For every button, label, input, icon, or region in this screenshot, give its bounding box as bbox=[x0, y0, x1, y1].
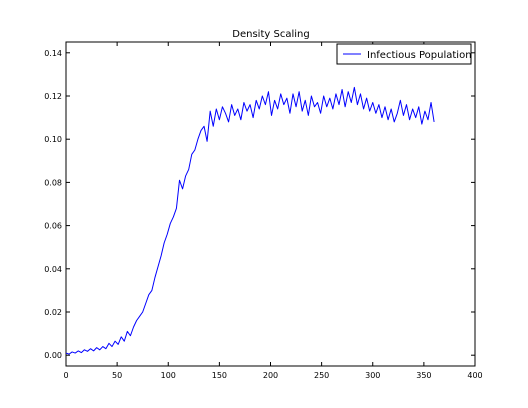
y-tick-label: 0.04 bbox=[44, 265, 62, 274]
x-tick-label: 50 bbox=[112, 371, 122, 380]
y-tick-label: 0.12 bbox=[44, 92, 62, 101]
x-tick-label: 100 bbox=[161, 371, 176, 380]
x-tick-label: 0 bbox=[63, 371, 68, 380]
x-tick-label: 250 bbox=[314, 371, 329, 380]
y-tick-label: 0.06 bbox=[44, 222, 62, 231]
y-tick-label: 0.10 bbox=[44, 135, 62, 144]
legend-entry-label: Infectious Population bbox=[367, 50, 472, 61]
y-tick-label: 0.02 bbox=[44, 308, 62, 317]
legend: Infectious Population bbox=[337, 44, 472, 64]
x-tick-label: 200 bbox=[263, 371, 278, 380]
x-tick-label: 400 bbox=[467, 371, 482, 380]
x-tick-label: 350 bbox=[416, 371, 431, 380]
y-tick-label: 0.14 bbox=[44, 49, 62, 58]
plot-area: 0 50 100 150 200 250 300 350 400 0.00 0.02 0.04 0.06… bbox=[44, 42, 482, 380]
y-tick-label: 0.08 bbox=[44, 178, 62, 187]
y-tick-label: 0.00 bbox=[44, 351, 62, 360]
chart-title: Density Scaling bbox=[232, 29, 309, 40]
x-tick-label: 150 bbox=[212, 371, 227, 380]
x-tick-label: 300 bbox=[365, 371, 380, 380]
axes-frame bbox=[66, 42, 475, 366]
